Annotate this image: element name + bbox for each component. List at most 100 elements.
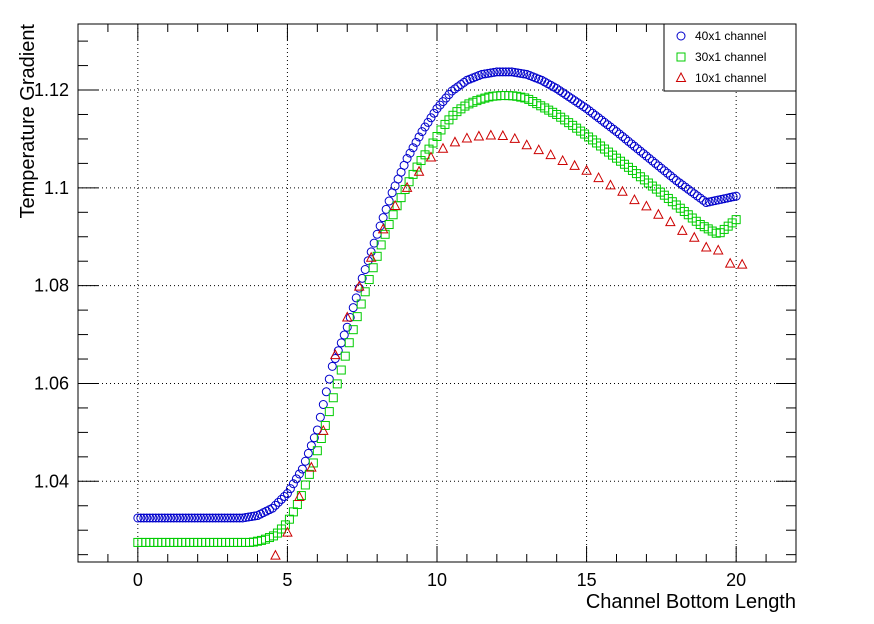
data-point (306, 441, 316, 451)
x-tick-label: 5 (282, 570, 292, 590)
data-point (235, 513, 245, 523)
data-point (376, 240, 386, 250)
data-point (620, 134, 630, 144)
data-point (641, 200, 652, 211)
data-point (638, 149, 648, 159)
data-point (423, 117, 433, 127)
y-axis-title: Temperature Gradient (17, 24, 39, 219)
data-point (692, 191, 702, 201)
data-point (456, 80, 466, 90)
series-circle (133, 67, 741, 523)
data-point (545, 149, 557, 160)
data-point (184, 513, 194, 523)
data-point (473, 130, 485, 141)
data-point (368, 263, 378, 273)
data-point (351, 293, 361, 303)
data-point (513, 68, 523, 78)
data-point (501, 67, 511, 77)
data-point (270, 500, 280, 510)
data-point (492, 67, 502, 77)
data-point (139, 513, 149, 523)
data-point (588, 108, 598, 118)
data-point (507, 67, 517, 77)
data-point (668, 173, 678, 183)
data-point (369, 238, 379, 248)
legend-box (663, 23, 797, 92)
data-point (151, 513, 161, 523)
data-point (417, 127, 427, 137)
data-point (579, 102, 589, 112)
series-triangle (270, 129, 748, 560)
data-point (495, 67, 505, 77)
axis-tick-labels: 0 5 10 15 20 1.04 1.06 1.08 1.1 1.12 (34, 80, 746, 590)
data-point (665, 216, 676, 227)
data-point (510, 67, 520, 77)
data-point (193, 513, 203, 523)
data-point (641, 151, 651, 161)
data-point (405, 148, 415, 158)
data-point (736, 258, 748, 269)
data-point (282, 526, 293, 537)
data-point (202, 513, 212, 523)
data-point (363, 256, 373, 266)
data-point (653, 161, 663, 171)
data-point (450, 84, 460, 94)
data-point (377, 223, 389, 234)
data-point (226, 513, 236, 523)
data-point (521, 139, 533, 150)
data-point (352, 312, 362, 322)
data-point (662, 168, 672, 178)
data-point (154, 513, 164, 523)
data-point (317, 424, 329, 435)
data-point (447, 86, 457, 96)
data-point (626, 139, 636, 149)
data-point (414, 132, 424, 142)
data-point (426, 113, 436, 123)
data-point (145, 513, 155, 523)
data-point (710, 196, 720, 206)
data-point (276, 494, 286, 504)
data-point (591, 111, 601, 121)
data-point (665, 171, 675, 181)
data-point (303, 448, 313, 458)
x-tick-label: 20 (726, 570, 746, 590)
data-point (342, 322, 352, 332)
data-point (214, 513, 224, 523)
data-point (594, 113, 604, 123)
data-point (722, 193, 732, 203)
data-point (181, 513, 191, 523)
data-point (273, 497, 283, 507)
data-point (600, 117, 610, 127)
data-point (413, 165, 425, 176)
data-point (497, 129, 509, 141)
legend-label: 10x1 channel (695, 71, 766, 85)
data-point (160, 513, 170, 523)
data-point (632, 144, 642, 154)
data-point (297, 464, 307, 474)
data-point (656, 163, 666, 173)
data-point (617, 185, 628, 196)
data-point (199, 513, 209, 523)
y-tick-label: 1.08 (34, 276, 69, 296)
data-point (728, 192, 738, 202)
data-point (485, 129, 497, 140)
data-point (731, 191, 741, 201)
data-point (593, 171, 604, 183)
data-point (480, 69, 490, 79)
data-point (486, 68, 496, 78)
data-point (205, 513, 215, 523)
data-point (190, 513, 200, 523)
data-point (339, 330, 349, 340)
data-point (364, 275, 374, 285)
data-point (408, 143, 418, 153)
data-point (429, 108, 439, 118)
y-tick-label: 1.1 (44, 178, 69, 198)
data-point (582, 104, 592, 114)
data-point (178, 513, 188, 523)
data-point (674, 178, 684, 188)
data-point (724, 257, 736, 268)
data-point (704, 197, 714, 207)
data-point (629, 141, 639, 151)
data-point (244, 512, 254, 522)
